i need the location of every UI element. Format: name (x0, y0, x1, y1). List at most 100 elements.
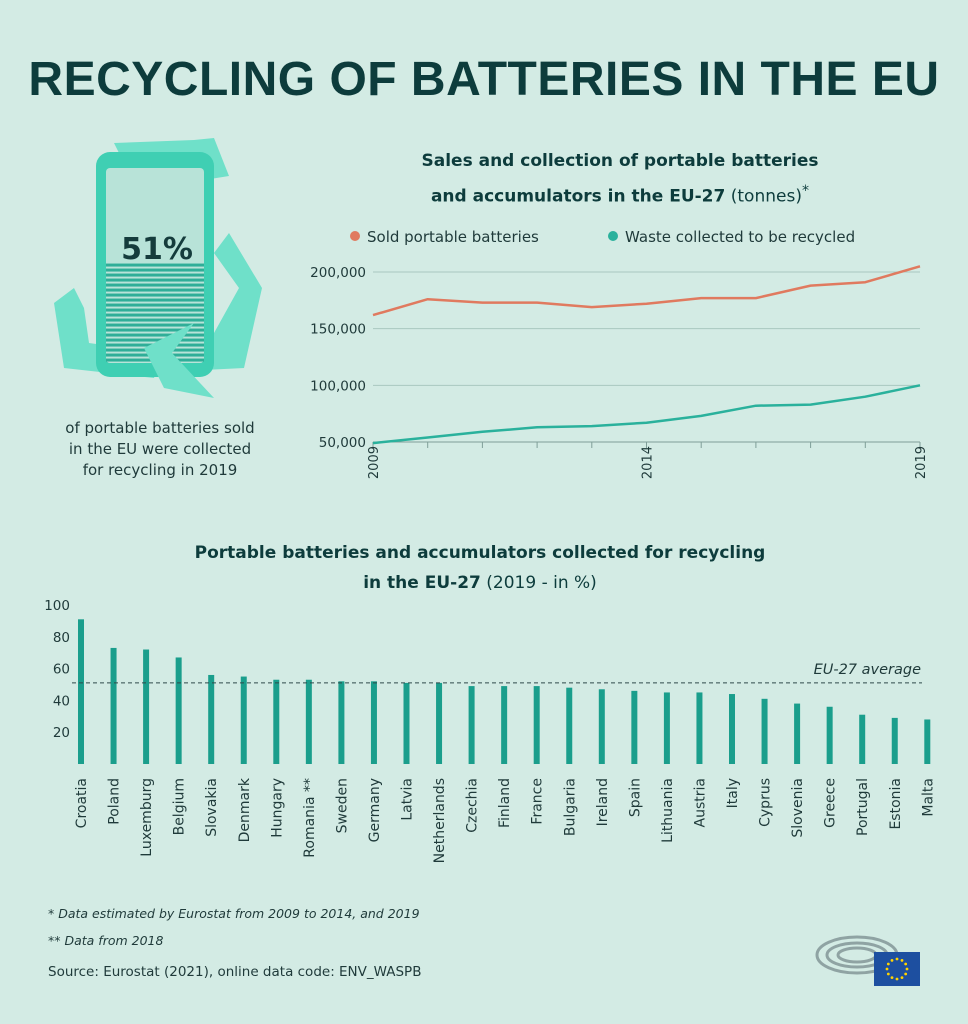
bar-category-label: Latvia (400, 778, 416, 821)
bar (273, 679, 280, 764)
battery-fill-stripe (106, 273, 204, 277)
bar (598, 689, 605, 764)
eu-star (895, 977, 899, 981)
source-note: Source: Eurostat (2021), online data cod… (48, 964, 422, 980)
eu-star (900, 976, 904, 980)
stat-caption-line-3: for recycling in 2019 (82, 461, 238, 479)
line-x-tick-label: 2009 (367, 446, 382, 479)
bar (305, 679, 312, 764)
bar-category-label: Slovenia (790, 778, 806, 838)
bar (370, 681, 377, 764)
bar-category-label: Romania ** (302, 778, 318, 858)
bar (859, 714, 866, 764)
bar-y-tick-label: 40 (53, 693, 70, 709)
stat-percentage: 51% (121, 232, 193, 267)
eu-star (904, 972, 908, 976)
battery-recycle-icon (54, 138, 262, 398)
battery-fill-stripe (106, 278, 204, 282)
bar-category-label: France (530, 778, 546, 825)
bar-category-label: Czechia (465, 778, 481, 833)
bar (826, 706, 833, 764)
battery-fill-stripe (106, 328, 204, 332)
bar (631, 690, 638, 764)
bar-title-line-1: Portable batteries and accumulators coll… (194, 543, 766, 563)
bar-y-tick-label: 80 (53, 630, 70, 646)
bar-category-label: Croatia (74, 778, 90, 828)
bar-category-label: Bulgaria (562, 778, 578, 836)
battery-fill-stripe (106, 308, 204, 312)
bar (924, 719, 931, 764)
bar-category-label: Ireland (595, 778, 611, 826)
bar-category-label: Germany (367, 778, 383, 842)
battery-fill-stripe (106, 293, 204, 297)
bar (240, 676, 247, 764)
bar (403, 682, 410, 764)
bar-y-tick-label: 100 (44, 598, 70, 614)
european-parliament-logo (815, 935, 920, 986)
legend-swatch-waste (608, 231, 618, 241)
bar (143, 649, 150, 764)
eu-star (890, 958, 894, 962)
eu-star (890, 976, 894, 980)
battery-fill-stripe (106, 338, 204, 342)
bar (891, 717, 898, 764)
battery-fill-stripe (106, 263, 204, 267)
eu-average-label: EU-27 average (814, 662, 922, 678)
line-title-line-2: and accumulators in the EU-27 (430, 186, 726, 207)
bar (110, 647, 117, 764)
bar (78, 619, 84, 764)
line-x-tick-label: 2019 (914, 446, 929, 479)
bar-category-label: Austria (692, 778, 708, 827)
bar-category-label: Denmark (237, 777, 253, 842)
eu-star (886, 962, 890, 966)
bar (533, 686, 540, 764)
line-y-tick-label: 150,000 (310, 322, 366, 338)
bar (501, 686, 508, 764)
bar-category-label: Sweden (334, 778, 350, 833)
bar-chart-title: Portable batteries and accumulators coll… (130, 538, 830, 598)
bar-category-label: Poland (107, 778, 123, 825)
battery-fill-stripe (106, 313, 204, 317)
bar-y-tick-label: 60 (53, 662, 70, 678)
bar-category-label: Lithuania (660, 778, 676, 843)
bar (436, 682, 443, 764)
eu-star (900, 958, 904, 962)
bar (794, 703, 801, 764)
bar-y-tick-label: 20 (53, 725, 70, 741)
footnote-estimated: * Data estimated by Eurostat from 2009 t… (48, 906, 420, 921)
bar-category-label: Finland (497, 778, 513, 828)
bar (468, 686, 475, 764)
bar-category-label: Netherlands (432, 778, 448, 863)
eu-star (895, 957, 899, 961)
eu-star (904, 962, 908, 966)
line-series-sold (372, 265, 921, 317)
bar (338, 681, 345, 764)
battery-fill-stripe (106, 283, 204, 287)
line-chart: 50,000 100,000 150,000 200,000 2009 2014 2019 (310, 265, 929, 479)
legend-item-waste: Waste collected to be recycled (608, 228, 855, 246)
legend-swatch-sold (350, 231, 360, 241)
eu-star (905, 967, 909, 971)
eu-star (885, 967, 889, 971)
bar (566, 687, 573, 764)
battery-fill-stripe (106, 303, 204, 307)
bar (663, 692, 670, 764)
stat-caption-line-1: of portable batteries sold (65, 419, 255, 437)
bar-category-label: Cyprus (758, 778, 774, 827)
battery-fill-stripe (106, 323, 204, 327)
legend-item-sold: Sold portable batteries (350, 228, 539, 246)
stat-caption: of portable batteries sold in the EU wer… (40, 418, 280, 481)
bar-category-label: Italy (725, 778, 741, 808)
line-title-unit: (tonnes) (730, 186, 802, 207)
bar (208, 674, 215, 764)
line-chart-title: Sales and collection of portable batteri… (340, 146, 900, 212)
bar (175, 657, 182, 764)
bar-category-label: Portugal (855, 778, 871, 836)
bar-category-label: Hungary (269, 778, 285, 838)
bar-category-label: Slovakia (204, 778, 220, 837)
bar (696, 692, 703, 764)
battery-fill-stripe (106, 298, 204, 302)
bar-chart: 20 40 60 80 100 Croatia Poland Luxemburg Belgium… (44, 598, 936, 863)
legend-label-sold: Sold portable batteries (367, 228, 539, 246)
page-title: RECYCLING OF BATTERIES IN THE EU (28, 53, 940, 106)
